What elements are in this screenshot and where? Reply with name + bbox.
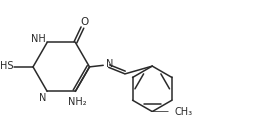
Text: O: O [80, 17, 88, 27]
Text: NH₂: NH₂ [68, 97, 86, 107]
Text: N: N [39, 93, 46, 103]
Text: N: N [106, 59, 114, 69]
Text: CH₃: CH₃ [175, 107, 193, 117]
Text: NH: NH [31, 34, 46, 44]
Text: HS: HS [0, 61, 13, 71]
